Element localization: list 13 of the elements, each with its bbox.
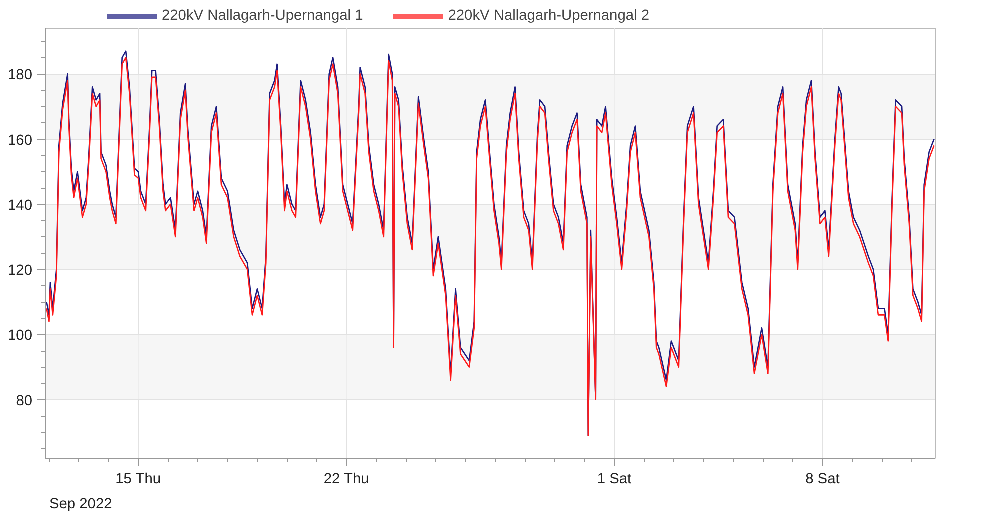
y-tick-label: 160 [8, 132, 33, 149]
legend-label: 220kV Nallagarh-Upernangal 1 [162, 8, 364, 24]
y-tick-label: 120 [8, 263, 33, 280]
x-tick-label: 8 Sat [806, 472, 840, 488]
y-tick-label: 100 [8, 328, 33, 344]
x-tick-label: 15 Thu [116, 472, 162, 488]
legend-label: 220kV Nallagarh-Upernangal 2 [448, 8, 650, 24]
text: Sep 2022 [50, 496, 112, 512]
y-tick-label: 180 [8, 68, 33, 84]
x-tick-label: 1 Sat [597, 472, 632, 488]
x-tick-label: 22 Thu [324, 472, 370, 488]
y-tick-label: 80 [16, 393, 33, 410]
y-tick-label: 140 [8, 198, 33, 214]
